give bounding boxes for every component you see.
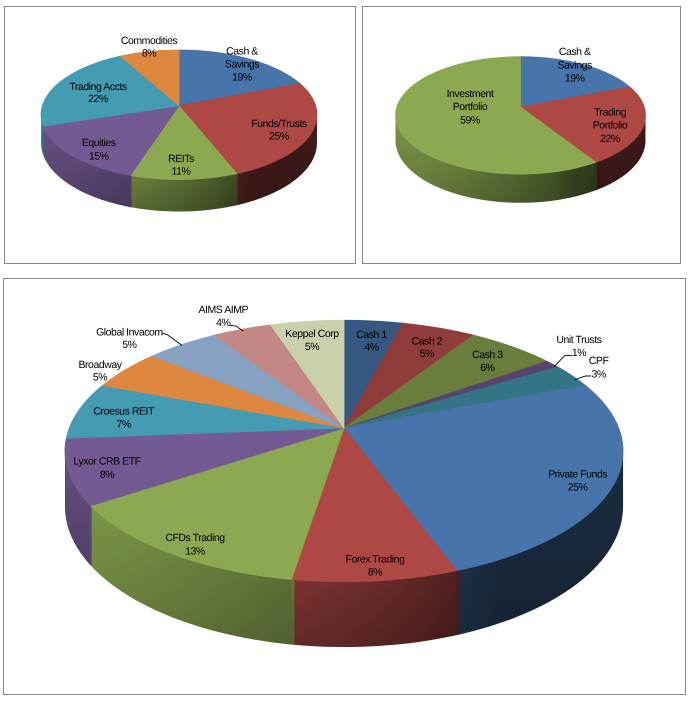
svg-text:Trading: Trading: [594, 106, 627, 118]
svg-text:Savings: Savings: [558, 60, 592, 72]
svg-text:5%: 5%: [93, 371, 107, 383]
svg-text:Investment: Investment: [447, 88, 494, 100]
svg-text:Forex Trading: Forex Trading: [346, 553, 406, 565]
svg-text:19%: 19%: [565, 73, 585, 85]
svg-text:6%: 6%: [480, 362, 494, 374]
svg-text:Cash &: Cash &: [559, 46, 591, 58]
svg-text:13%: 13%: [185, 545, 205, 557]
svg-text:3%: 3%: [591, 369, 605, 381]
svg-text:Portfolio: Portfolio: [453, 101, 488, 113]
svg-text:Lyxor CRB ETF: Lyxor CRB ETF: [73, 455, 140, 467]
svg-text:AIMS AIMP: AIMS AIMP: [198, 304, 248, 316]
svg-text:1%: 1%: [572, 347, 586, 359]
svg-text:Equities: Equities: [82, 137, 116, 149]
svg-text:Broadway: Broadway: [78, 359, 122, 371]
svg-text:19%: 19%: [232, 71, 252, 83]
svg-text:Global Invacom: Global Invacom: [96, 326, 163, 338]
svg-text:CPF: CPF: [589, 355, 609, 367]
svg-text:Savings: Savings: [225, 59, 259, 71]
svg-text:Keppel Corp: Keppel Corp: [285, 328, 339, 340]
svg-text:REITs: REITs: [168, 153, 194, 165]
svg-text:Trading Accts: Trading Accts: [69, 81, 127, 93]
svg-text:Cash 1: Cash 1: [356, 329, 387, 341]
svg-text:7%: 7%: [117, 418, 131, 430]
svg-text:11%: 11%: [172, 166, 191, 178]
svg-text:Cash 2: Cash 2: [412, 336, 443, 348]
svg-text:Croesus REIT: Croesus REIT: [93, 406, 155, 418]
svg-text:Private Funds: Private Funds: [548, 469, 607, 481]
svg-text:Unit Trusts: Unit Trusts: [556, 334, 601, 346]
svg-text:Cash &: Cash &: [226, 45, 258, 57]
svg-text:Cash 3: Cash 3: [472, 349, 503, 361]
svg-text:22%: 22%: [600, 133, 620, 145]
svg-text:22%: 22%: [88, 93, 108, 105]
svg-text:Portfolio: Portfolio: [593, 119, 628, 131]
svg-text:Funds/Trusts: Funds/Trusts: [251, 118, 307, 130]
svg-text:25%: 25%: [269, 131, 289, 143]
svg-text:5%: 5%: [305, 341, 319, 353]
svg-text:8%: 8%: [142, 48, 156, 60]
svg-text:Commodities: Commodities: [121, 35, 178, 47]
svg-text:5%: 5%: [420, 348, 434, 360]
svg-text:15%: 15%: [89, 150, 109, 162]
svg-text:25%: 25%: [568, 481, 588, 493]
svg-text:8%: 8%: [368, 567, 382, 579]
svg-text:4%: 4%: [216, 317, 230, 329]
svg-text:59%: 59%: [460, 115, 480, 127]
svg-text:8%: 8%: [100, 469, 114, 481]
svg-text:4%: 4%: [364, 342, 378, 354]
svg-text:CFDs Trading: CFDs Trading: [165, 532, 225, 544]
svg-text:5%: 5%: [122, 339, 136, 351]
